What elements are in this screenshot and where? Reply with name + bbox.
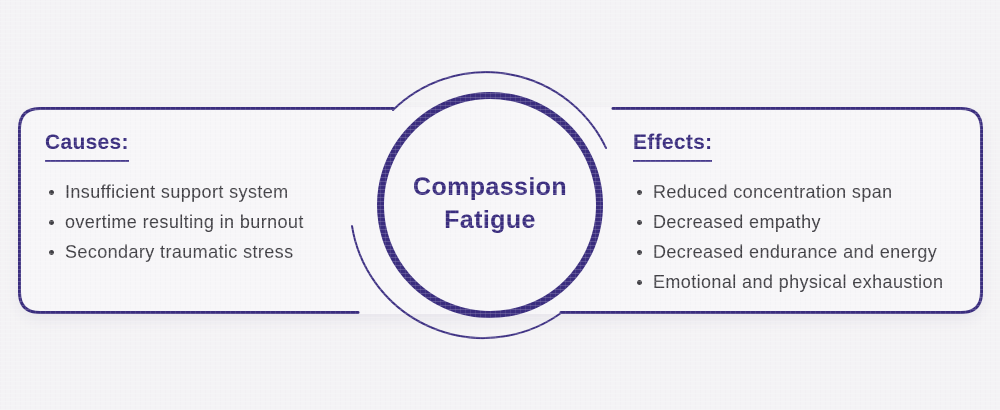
effects-list-item: Decreased endurance and energy — [633, 237, 943, 267]
causes-list-item: Insufficient support system — [45, 177, 304, 207]
effects-item-text: Decreased endurance and energy — [653, 241, 938, 262]
effects-panel: Effects: Reduced concentration span Decr… — [633, 131, 943, 297]
bottom-arc-line — [351, 225, 562, 340]
causes-item-text: overtime resulting in burnout — [65, 211, 304, 232]
bullet-icon — [637, 279, 642, 285]
center-title: Compassion Fatigue — [412, 173, 568, 234]
causes-list: Insufficient support system overtime res… — [45, 177, 304, 267]
effects-list-item: Decreased empathy — [633, 207, 943, 237]
causes-item-text: Insufficient support system — [65, 181, 289, 202]
bullet-icon — [637, 219, 642, 225]
effects-heading: Effects: — [633, 131, 713, 162]
effects-list-item: Emotional and physical exhaustion — [633, 267, 943, 297]
card-border-left — [18, 107, 395, 314]
causes-heading: Causes: — [45, 131, 129, 162]
effects-item-text: Emotional and physical exhaustion — [653, 271, 944, 292]
causes-item-text: Secondary traumatic stress — [65, 241, 294, 262]
bullet-icon — [637, 249, 642, 255]
card-border-right — [559, 107, 983, 314]
center-circle — [377, 92, 603, 318]
effects-item-text: Decreased empathy — [653, 211, 821, 232]
effects-item-text: Reduced concentration span — [653, 181, 893, 202]
effects-list: Reduced concentration span Decreased emp… — [633, 177, 943, 297]
bullet-icon — [49, 219, 54, 225]
bullet-icon — [637, 189, 642, 195]
top-arc-line — [392, 71, 607, 149]
causes-panel: Causes: Insufficient support system over… — [45, 131, 304, 267]
causes-list-item: Secondary traumatic stress — [45, 237, 304, 267]
bullet-icon — [49, 249, 54, 255]
effects-list-item: Reduced concentration span — [633, 177, 943, 207]
causes-list-item: overtime resulting in burnout — [45, 207, 304, 237]
bullet-icon — [49, 189, 54, 195]
